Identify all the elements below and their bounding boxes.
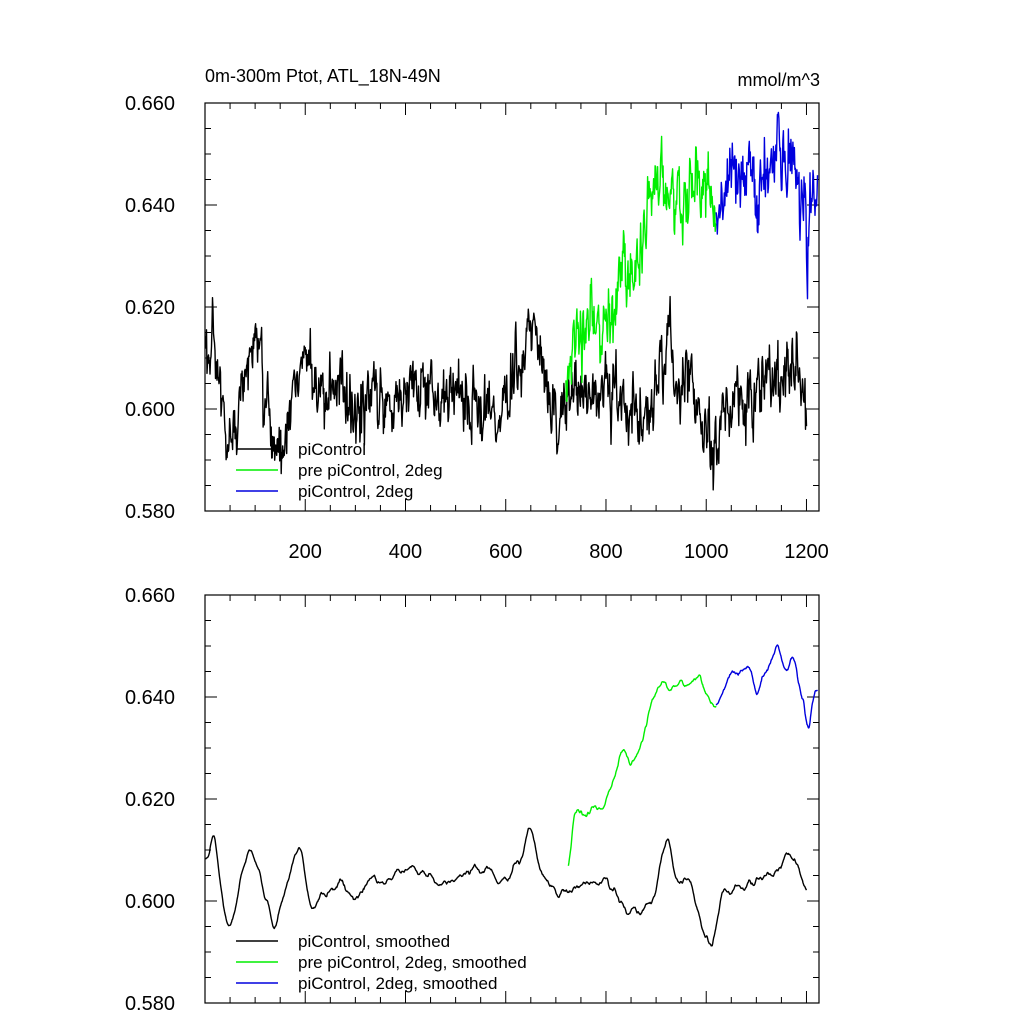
series-line-2 bbox=[565, 135, 717, 402]
x-tick-label: 200 bbox=[289, 541, 322, 563]
legend: piControl, smoothed pre piControl, 2deg, … bbox=[236, 932, 527, 993]
series-line-1 bbox=[205, 827, 808, 947]
legend: piControl pre piControl, 2deg piControl, 2… bbox=[236, 440, 443, 501]
y-tick-label: 0.580 bbox=[125, 993, 175, 1015]
legend-label: piControl bbox=[298, 440, 366, 459]
y-tick-labels: 0.580 0.600 0.620 0.640 0.660 bbox=[125, 585, 175, 1015]
legend-label: piControl, smoothed bbox=[298, 932, 450, 951]
x-tick-labels: 200 400 600 800 1000 1200 bbox=[289, 541, 829, 563]
y-tick-label: 0.600 bbox=[125, 891, 175, 913]
x-tick-label: 1200 bbox=[784, 541, 829, 563]
series-line-3 bbox=[715, 111, 819, 300]
y-tick-label: 0.660 bbox=[125, 93, 175, 115]
series-lines bbox=[205, 644, 818, 947]
legend-label: piControl, 2deg bbox=[298, 482, 413, 501]
y-tick-label: 0.600 bbox=[125, 399, 175, 421]
series-line-3 bbox=[715, 644, 818, 729]
y-tick-label: 0.580 bbox=[125, 501, 175, 523]
y-tick-label: 0.660 bbox=[125, 585, 175, 607]
y-tick-label: 0.620 bbox=[125, 297, 175, 319]
series-line-2 bbox=[567, 674, 717, 866]
units-label: mmol/m^3 bbox=[738, 70, 820, 90]
x-tick-label: 800 bbox=[589, 541, 622, 563]
x-tick-label: 1000 bbox=[684, 541, 729, 563]
legend-label: pre piControl, 2deg, smoothed bbox=[298, 953, 527, 972]
series-line-1 bbox=[205, 295, 808, 491]
chart-panel-top: 0m-300m Ptot, ATL_18N-49N mmol/m^3 0.580… bbox=[125, 66, 829, 563]
legend-label: pre piControl, 2deg bbox=[298, 461, 443, 480]
chart-panel-bottom: 0.580 0.600 0.620 0.640 0.660 piControl, smo… bbox=[125, 585, 820, 1015]
x-tick-label: 600 bbox=[489, 541, 522, 563]
y-tick-labels: 0.580 0.600 0.620 0.640 0.660 bbox=[125, 93, 175, 523]
y-tick-label: 0.640 bbox=[125, 195, 175, 217]
legend-label: piControl, 2deg, smoothed bbox=[298, 974, 497, 993]
x-tick-label: 400 bbox=[389, 541, 422, 563]
y-tick-label: 0.620 bbox=[125, 789, 175, 811]
series-lines bbox=[205, 111, 819, 491]
y-tick-label: 0.640 bbox=[125, 687, 175, 709]
chart-title: 0m-300m Ptot, ATL_18N-49N bbox=[205, 66, 441, 87]
